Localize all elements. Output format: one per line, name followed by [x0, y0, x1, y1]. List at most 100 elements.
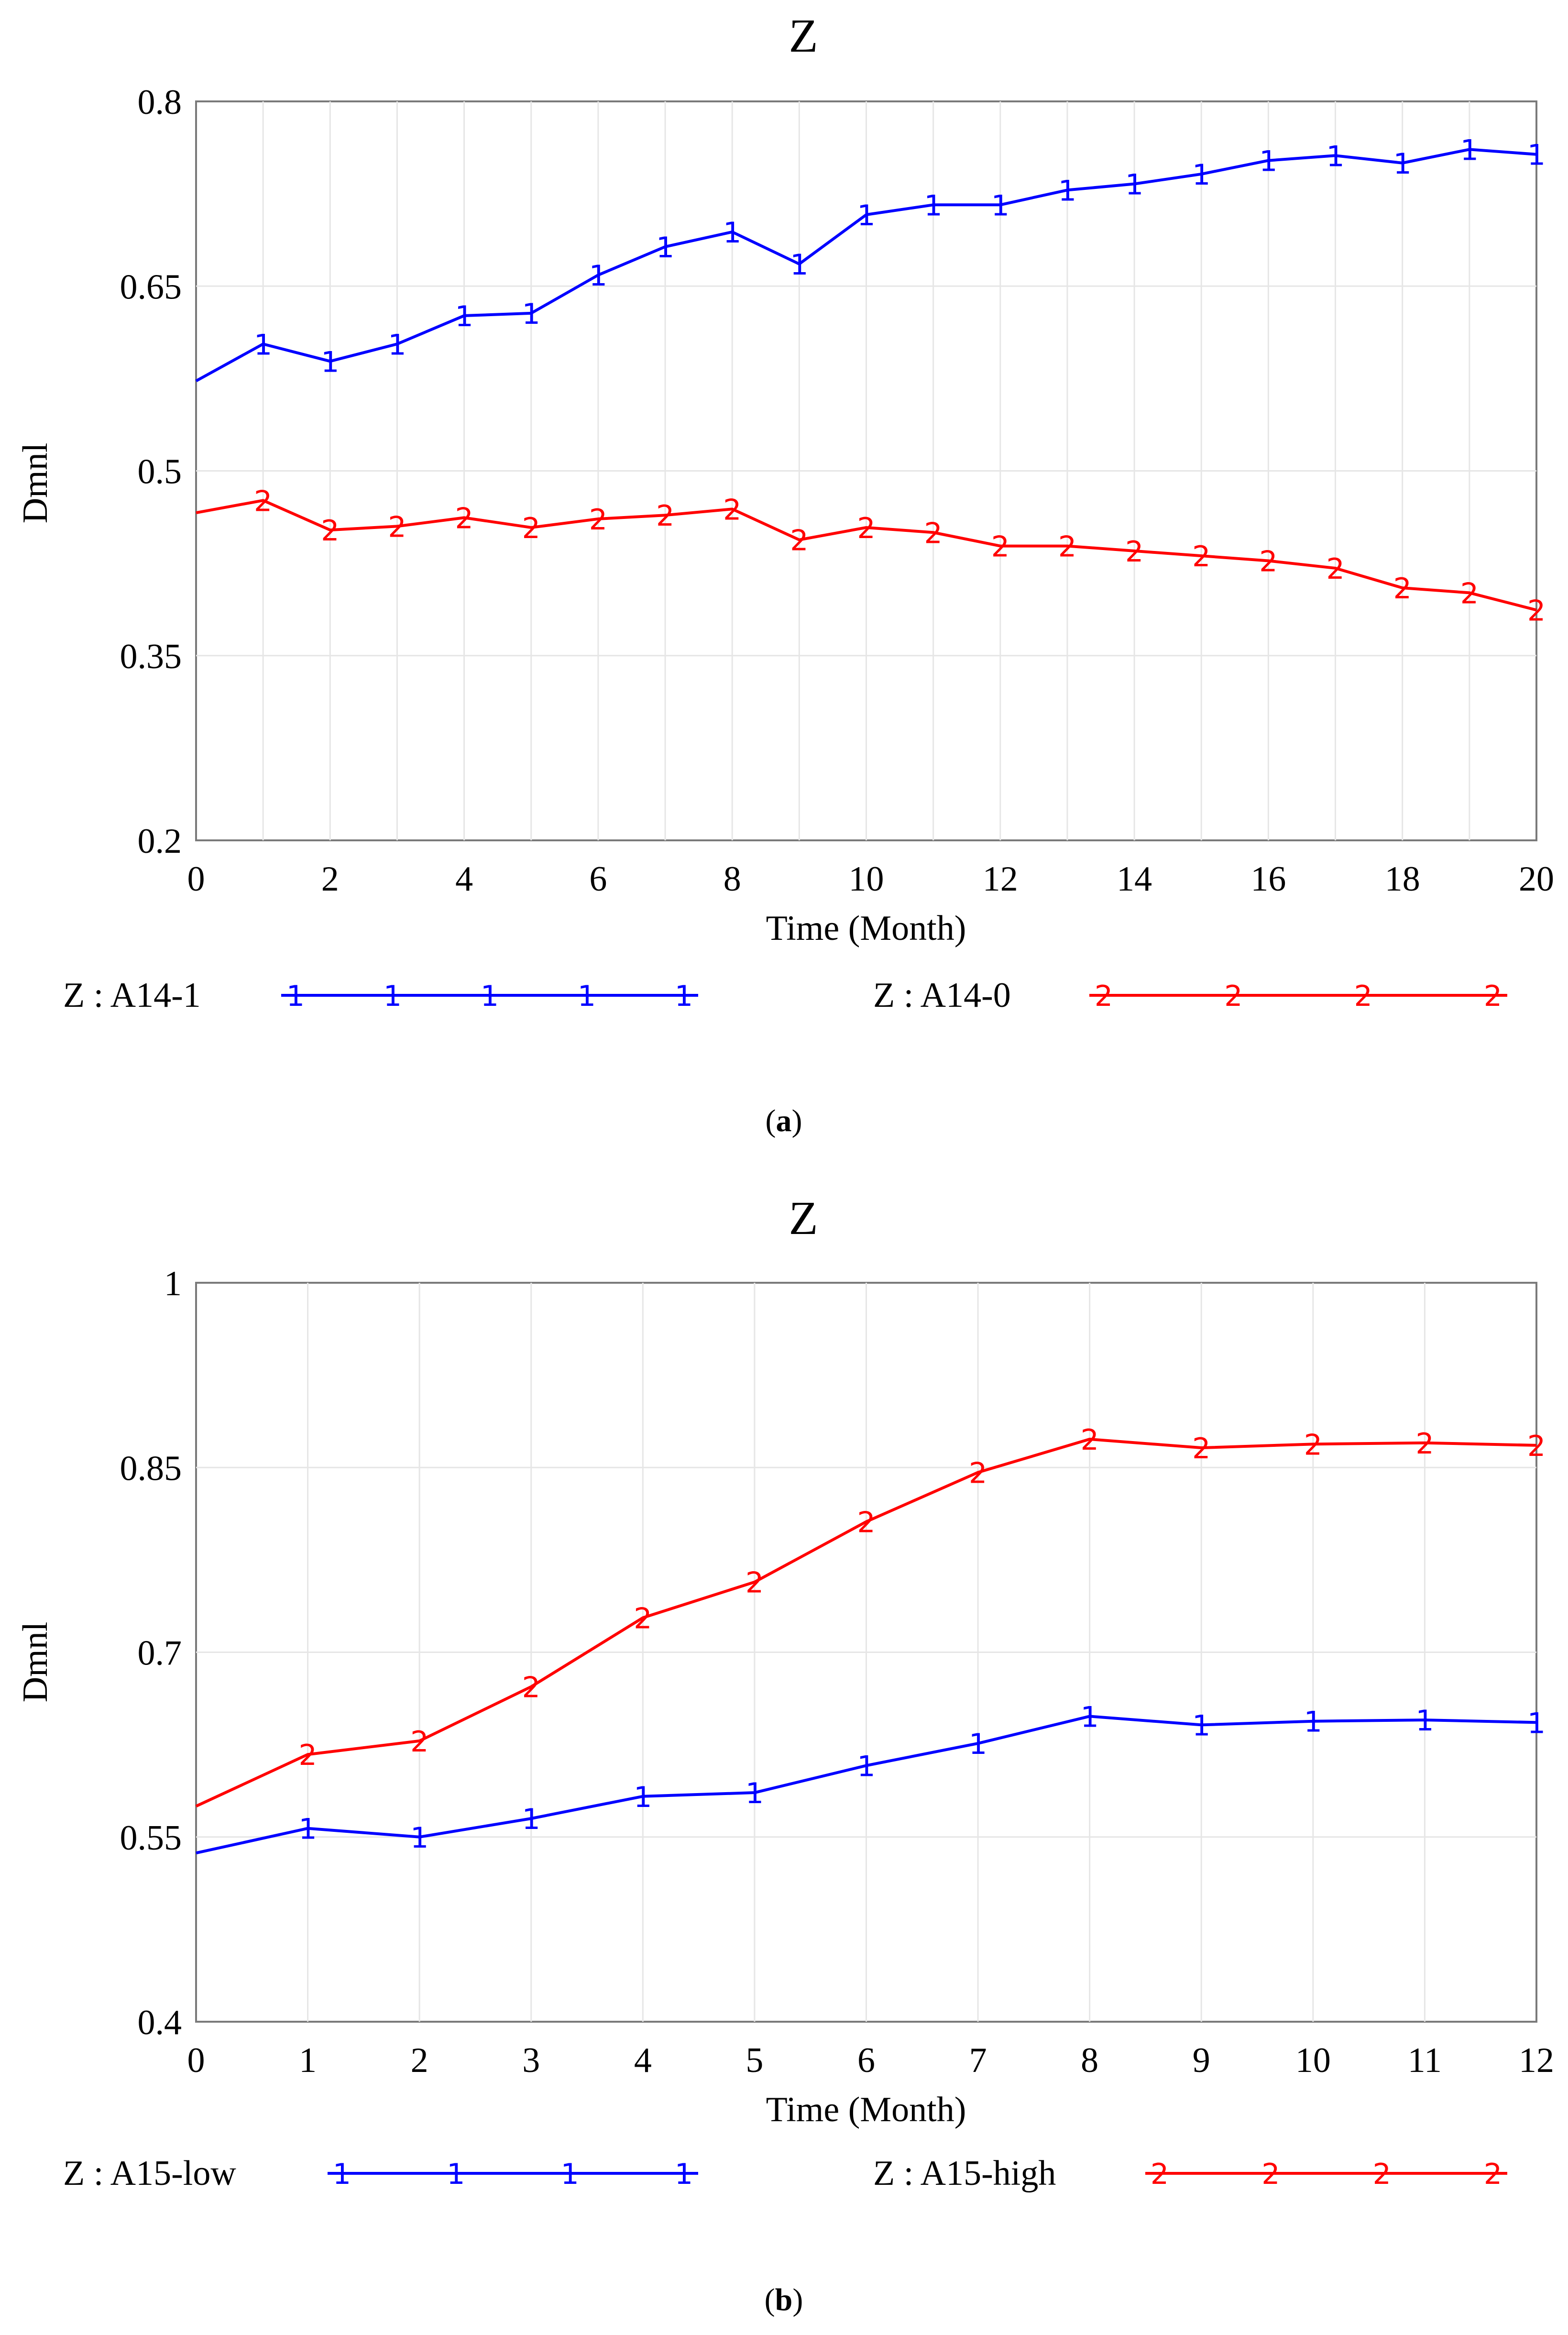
y-tick-labels: 0.4 0.55 0.7 0.85 1 [120, 1264, 182, 2042]
series-2-marker: 2 [1081, 1423, 1099, 1457]
series-1-marker: 1 [1460, 133, 1479, 167]
legend-marker: 2 [1151, 2158, 1169, 2191]
series-2-marker: 2 [1527, 1430, 1546, 1463]
series-1-marker: 1 [656, 231, 674, 264]
series-group: 1 1 1 1 1 1 1 1 1 1 1 1 2 2 2 2 2 2 2 2 2 2 2 2 [195, 1423, 1546, 1855]
x-tick-labels: 0 1 2 3 4 5 6 7 8 9 10 11 12 [187, 2041, 1555, 2080]
legend-line-series-1: 1 1 1 1 1 [281, 980, 698, 1013]
series-2-marker: 2 [589, 503, 607, 537]
x-tick-label: 10 [1295, 2041, 1331, 2080]
series-2-marker: 2 [522, 512, 540, 545]
series-1-marker: 1 [522, 1803, 540, 1836]
x-tick-label: 2 [321, 859, 339, 899]
series-2-marker: 2 [1304, 1428, 1322, 1462]
series-2-marker: 2 [1527, 594, 1546, 628]
series-2-marker: 2 [1058, 530, 1076, 564]
series-1-marker: 1 [1192, 1709, 1210, 1742]
y-tick-label: 0.2 [138, 822, 182, 861]
series-2-marker: 2 [1192, 1432, 1210, 1465]
legend-marker: 2 [1224, 980, 1242, 1013]
x-tick-label: 0 [187, 2041, 205, 2080]
series-1-marker: 1 [969, 1728, 987, 1761]
x-tick-label: 3 [522, 2041, 540, 2080]
series-2-marker: 2 [857, 512, 875, 545]
x-tick-label: 2 [411, 2041, 428, 2080]
grid [196, 1283, 1536, 2022]
legend-marker: 1 [675, 980, 693, 1013]
legend-marker: 2 [1373, 2158, 1391, 2191]
series-1-marker: 1 [924, 189, 943, 222]
x-axis-label: Time (Month) [766, 909, 966, 948]
series-2-marker: 2 [991, 530, 1009, 564]
series-group: 1 1 1 1 1 1 1 1 1 1 1 1 1 1 1 1 1 1 1 1 2 2 2 2 2 2 2 2 2 2 2 2 2 2 2 2 2 2 2 2 [195, 133, 1546, 628]
series-2-marker: 2 [1326, 552, 1344, 586]
series-2-marker: 2 [1192, 540, 1210, 573]
series-1-marker: 1 [1081, 1700, 1099, 1734]
legend-marker: 1 [675, 2158, 693, 2191]
legend-marker: 2 [1484, 980, 1502, 1013]
series-1-marker: 1 [1125, 168, 1143, 202]
x-tick-label: 11 [1408, 2041, 1442, 2080]
x-tick-label: 1 [299, 2041, 317, 2080]
series-2-marker: 2 [790, 524, 808, 558]
y-tick-label: 0.85 [120, 1449, 182, 1488]
series-1-marker: 1 [298, 1813, 317, 1846]
chart-title: Z [789, 1191, 818, 1245]
series-1-marker: 1 [455, 300, 473, 333]
legend-line-series-1: 1 1 1 1 [328, 2158, 698, 2191]
chart-title: Z [789, 9, 818, 62]
x-tick-label: 7 [969, 2041, 987, 2080]
series-2-marker: 2 [924, 517, 943, 550]
legend-marker: 2 [1261, 2158, 1280, 2191]
series-1-marker: 1 [634, 1781, 652, 1814]
series-1-marker: 1 [1326, 140, 1344, 173]
y-tick-label: 0.65 [120, 267, 182, 307]
legend-marker: 2 [1354, 980, 1372, 1013]
series-2-marker: 2 [321, 514, 339, 548]
series-1-marker: 1 [857, 199, 875, 232]
series-2-marker: 2 [969, 1457, 987, 1490]
panel-caption: (b) [765, 2282, 803, 2317]
x-tick-label: 0 [187, 859, 205, 899]
series-1-marker: 1 [1393, 147, 1412, 181]
series-2-marker: 2 [1125, 535, 1143, 569]
chart-panel-a: Z 0 2 4 6 8 10 12 14 16 18 20 0.20.350.50.650.8 11… [16, 9, 1554, 1138]
legend-marker: 1 [447, 2158, 465, 2191]
legend-label-series-1: Z : A15-low [63, 2154, 236, 2193]
series-2-marker: 2 [1415, 1427, 1434, 1461]
series-2-marker: 2 [254, 485, 272, 518]
x-tick-label: 4 [455, 859, 473, 899]
x-tick-label: 18 [1385, 859, 1420, 899]
y-tick-labels: 0.2 0.35 0.5 0.65 0.8 [120, 83, 182, 861]
series-1-marker: 1 [1058, 174, 1076, 208]
series-1-marker: 1 [522, 297, 540, 331]
x-tick-label: 12 [1519, 2041, 1554, 2080]
legend-marker: 2 [1095, 980, 1113, 1013]
series-1-marker: 1 [790, 248, 808, 282]
legend-line-series-2: 2 2 2 2 [1145, 2158, 1507, 2191]
legend-marker: 2 [1484, 2158, 1502, 2191]
series-line-1 [195, 148, 1537, 383]
series-1-marker: 1 [1259, 145, 1277, 178]
panel-caption: (a) [766, 1103, 802, 1138]
grid [196, 101, 1536, 840]
y-tick-label: 0.35 [120, 637, 182, 676]
series-1-marker: 1 [1527, 1707, 1546, 1740]
series-line-2 [196, 499, 1537, 612]
series-2-marker: 2 [1460, 577, 1479, 610]
chart-panel-b: Z 0 1 2 3 4 5 6 7 8 9 10 11 12 0.40.550.70.851 1 111 1… [16, 1191, 1554, 2317]
legend-marker: 1 [384, 980, 402, 1013]
x-tick-label: 12 [983, 859, 1018, 899]
caption-letter: a [776, 1103, 792, 1138]
y-axis-label: Dmnl [16, 1622, 55, 1703]
series-1-marker: 1 [857, 1750, 875, 1783]
x-tick-label: 6 [857, 2041, 875, 2080]
series-line-2 [195, 1438, 1537, 1808]
legend-marker: 1 [333, 2158, 351, 2191]
legend-label-series-2: Z : A15-high [873, 2154, 1056, 2193]
series-2-marker: 2 [656, 499, 674, 533]
series-line-1 [196, 1715, 1537, 1855]
series-2-marker: 2 [298, 1739, 317, 1772]
series-1-marker: 1 [388, 328, 406, 362]
series-2-marker: 2 [746, 1566, 764, 1600]
